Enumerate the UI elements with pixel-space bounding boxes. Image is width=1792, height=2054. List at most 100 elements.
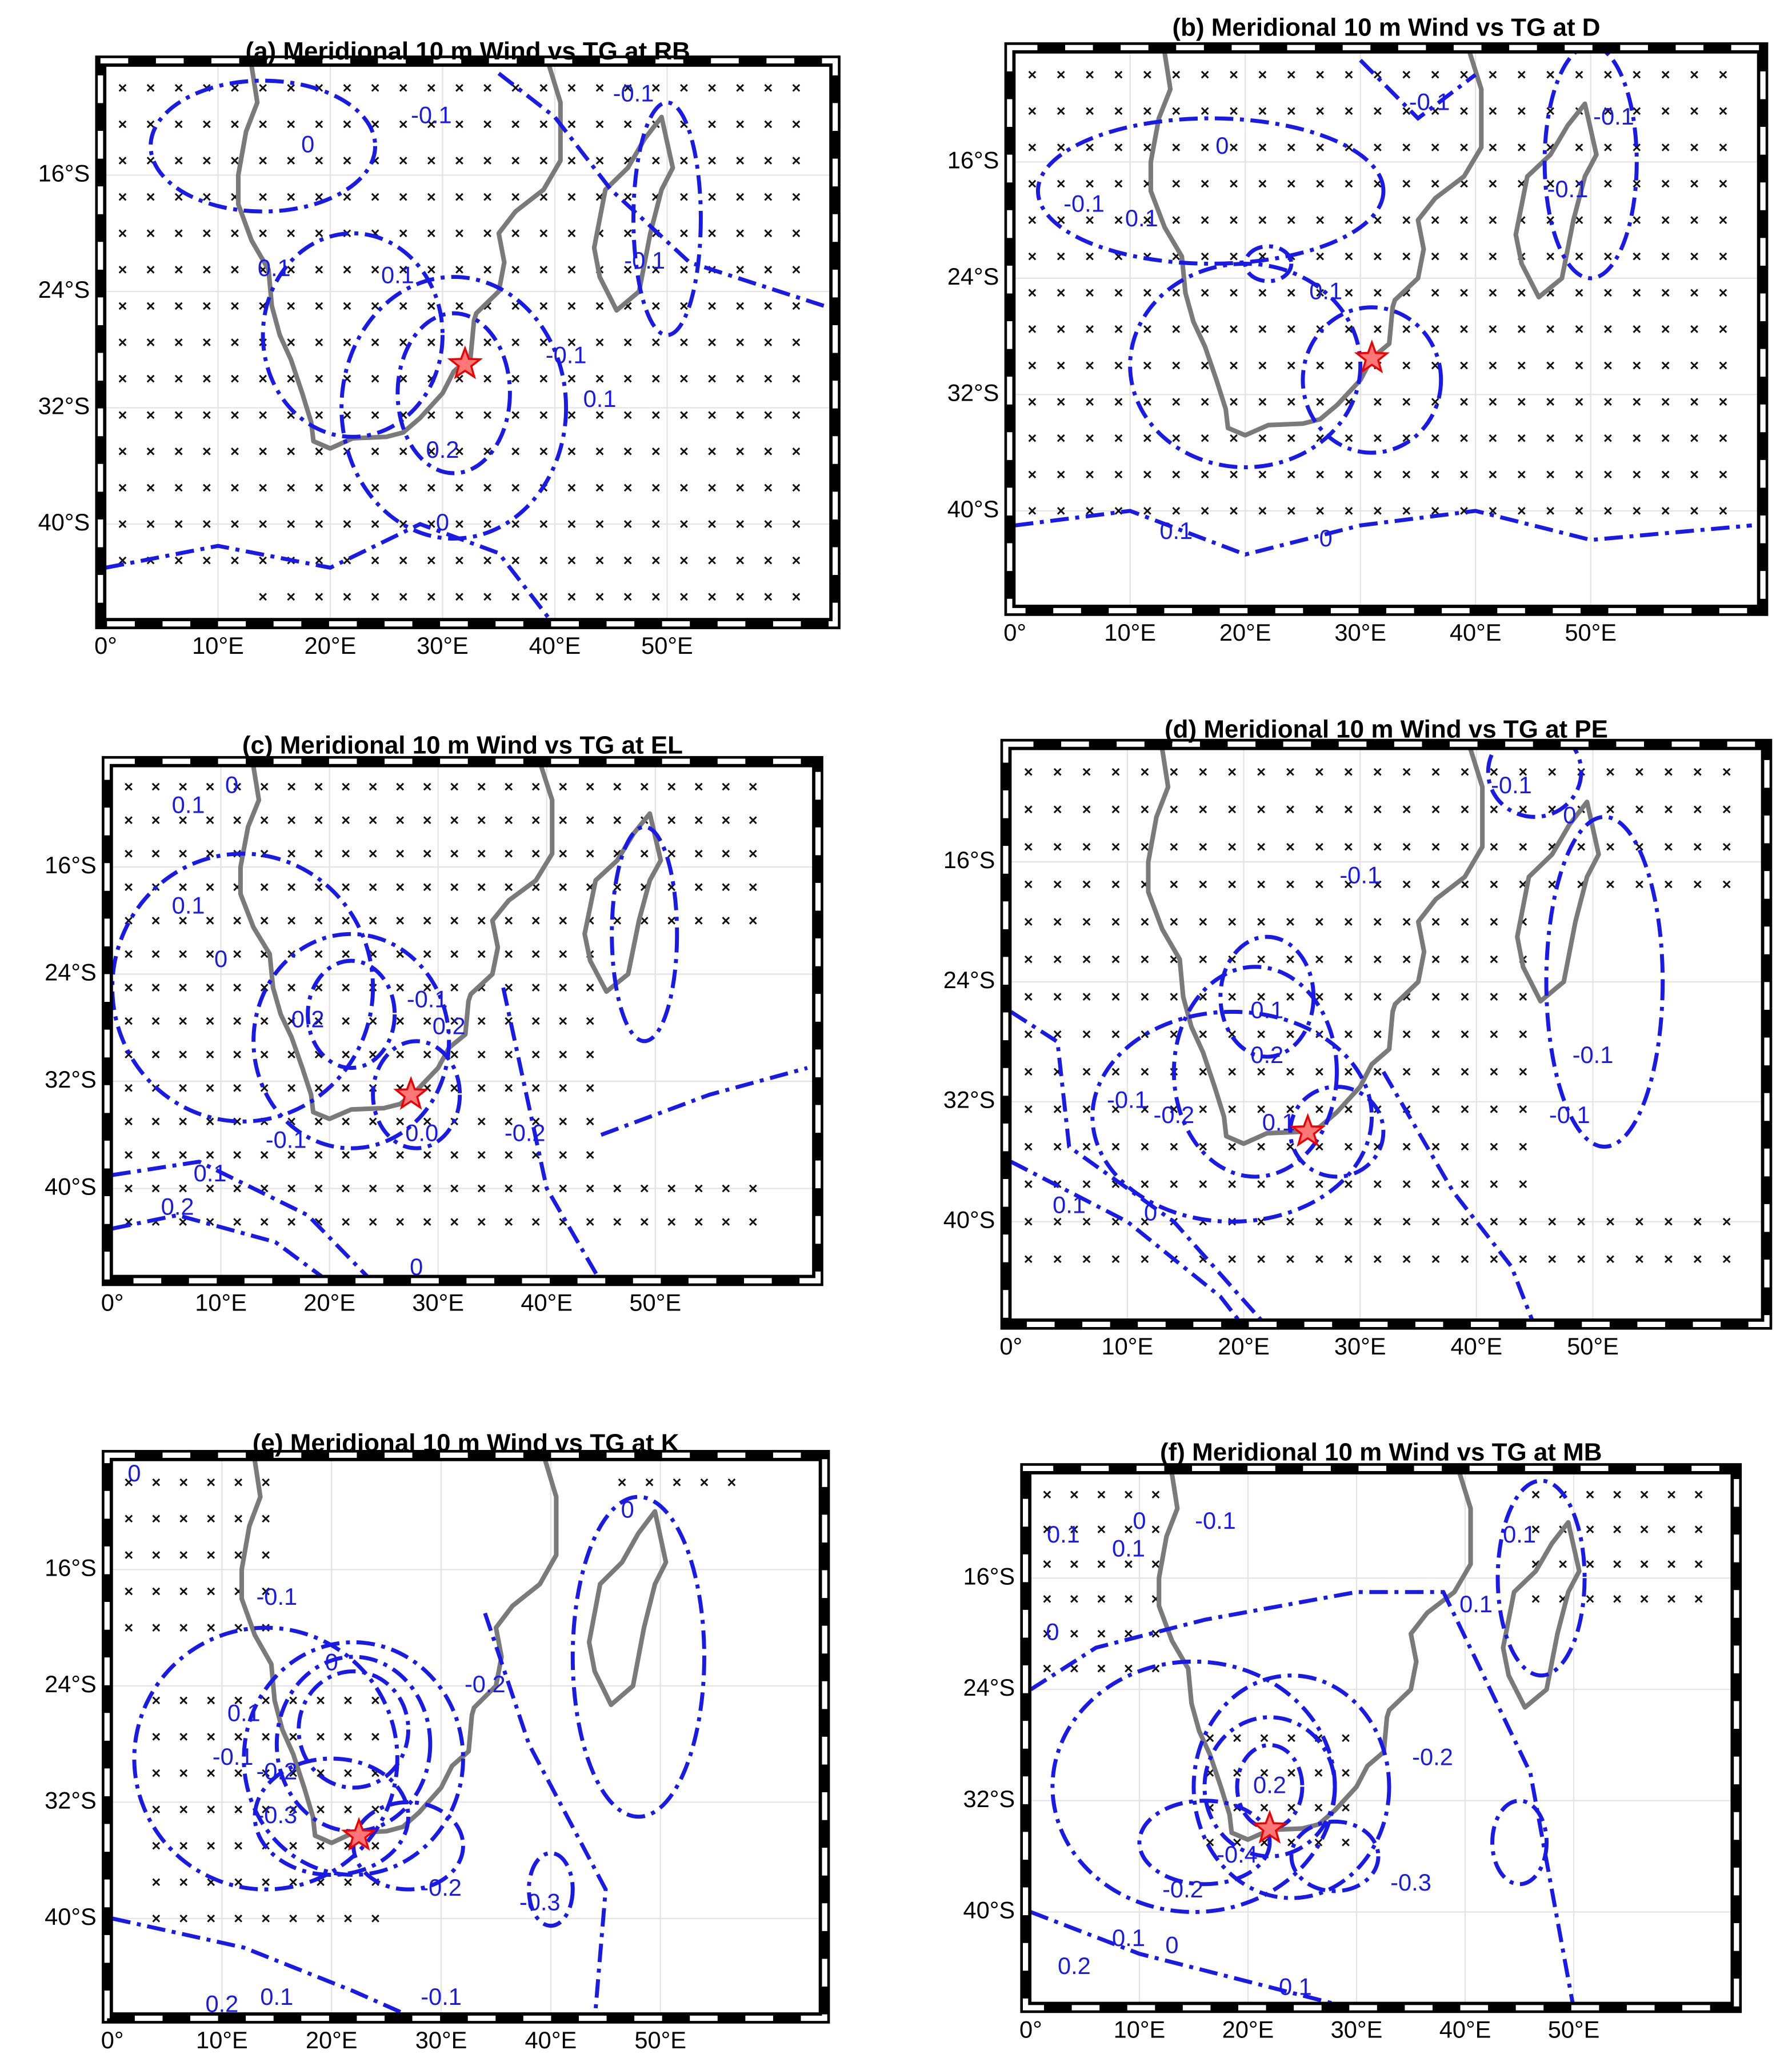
- station-star: [447, 345, 483, 379]
- contour-line: [1137, 1799, 1272, 1887]
- y-tick-label: 16°S: [45, 852, 97, 878]
- contour-label: 0: [1133, 1507, 1146, 1534]
- contour-line: [631, 100, 703, 337]
- contour-label: -0.2: [421, 1874, 462, 1901]
- contour-label: -0.1: [624, 247, 665, 274]
- contour-line: [1495, 1478, 1587, 1678]
- contour-label: 0.1: [1309, 277, 1342, 304]
- contour-label: 0: [410, 1253, 423, 1280]
- contour-line: [274, 1655, 433, 1833]
- x-tick-label: 20°E: [305, 632, 357, 659]
- contour-line: [1035, 116, 1386, 266]
- contour-label: -0.1: [613, 80, 654, 107]
- contour-label: -0.2: [1162, 1876, 1203, 1903]
- contour-label: 0.1: [1112, 1535, 1145, 1562]
- contour-label: 0.2: [426, 436, 459, 463]
- contour-label: 0: [325, 1649, 338, 1676]
- contour-label: 0.1: [1125, 205, 1158, 231]
- station-star: [1290, 1113, 1326, 1147]
- contour-line: [1191, 1673, 1391, 1900]
- x-tick-label: 40°E: [1450, 619, 1502, 646]
- map-background: [106, 66, 830, 619]
- contour-label: -0.1: [1107, 1086, 1148, 1113]
- map-background: [112, 1460, 819, 2013]
- contour-line: [1011, 1160, 1241, 1320]
- x-tick-label: 50°E: [641, 632, 693, 659]
- y-tick-label: 16°S: [943, 846, 995, 873]
- y-tick-label: 32°S: [45, 1787, 97, 1813]
- contour-label: 0.1: [172, 892, 205, 918]
- map-area: 0-0.100.1-0.1-0.2-0.3-0.2-0.2-0.30.2 0.1-…: [112, 1460, 819, 2013]
- contour-line: [1542, 53, 1639, 281]
- map-area: -0.1-0.100.10.2-0.1-0.2 0.1-0.1-0.10.1 0: [1011, 749, 1762, 1320]
- contour-line: [1289, 1819, 1381, 1893]
- x-tick-label: 30°E: [412, 1289, 464, 1316]
- contour-line: [483, 1612, 608, 2013]
- coastline: [1157, 1473, 1473, 1842]
- x-tick-label: 50°E: [629, 1289, 681, 1316]
- coastline: [239, 1460, 559, 1845]
- significance-markers: [1024, 768, 1731, 1264]
- coastline: [1148, 53, 1484, 438]
- map-panel: 0.100.100.2-0.10.20.0-0.1 -0.20.10.20(c) …: [45, 731, 823, 1316]
- y-tick-label: 32°S: [38, 393, 90, 419]
- x-tick-label: 10°E: [1114, 2016, 1166, 2043]
- frame-inner: [105, 65, 831, 620]
- contour-line: [570, 1494, 706, 1819]
- contour-line: [527, 1851, 575, 1928]
- contour-line: [1235, 1743, 1305, 1831]
- x-tick-label: 30°E: [1331, 2016, 1383, 2043]
- contour-label: 0: [301, 131, 314, 158]
- panel-title: (b) Meridional 10 m Wind vs TG at D: [1172, 14, 1600, 42]
- y-tick-label: 16°S: [38, 159, 90, 186]
- panel-title: (a) Meridional 10 m Wind vs TG at RB: [245, 37, 690, 65]
- station-star: [393, 1076, 429, 1110]
- y-tick-label: 32°S: [943, 1086, 995, 1113]
- x-tick-label: 30°E: [1334, 1333, 1386, 1360]
- contour-label: 0: [1046, 1619, 1059, 1645]
- map-background: [1011, 749, 1762, 1320]
- contour-label: -0.2: [256, 1758, 297, 1785]
- panel-title: (c) Meridional 10 m Wind vs TG at EL: [242, 731, 683, 759]
- contour-line: [610, 825, 679, 1044]
- contour-line: [112, 1213, 324, 1276]
- contour-line: [261, 231, 445, 439]
- y-tick-label: 24°S: [943, 966, 995, 993]
- coastline: [238, 766, 555, 1121]
- x-tick-label: 0°: [94, 632, 117, 659]
- contour-label: -0.1: [1549, 1101, 1590, 1128]
- contour-label: 0: [436, 509, 449, 536]
- map-area: -0.1 0 0.1 -0.1 -0.1 -0.1 0.1 0.1 0: [1015, 53, 1758, 606]
- contour-line: [112, 1160, 370, 1276]
- contour-line: [1359, 58, 1477, 121]
- contour-line: [1486, 749, 1583, 819]
- contour-line: [1288, 1085, 1386, 1179]
- frame-pattern: [1023, 1465, 1739, 2011]
- contour-label: -0.1: [411, 102, 452, 129]
- significance-markers: [118, 83, 801, 601]
- y-tick-label: 32°S: [45, 1066, 97, 1093]
- contour-label: 0.0: [405, 1120, 438, 1146]
- y-tick-label: 40°S: [947, 495, 999, 522]
- contour-line: [1171, 965, 1339, 1179]
- frame-inner: [111, 766, 814, 1276]
- contour-label: 0.1: [1459, 1591, 1493, 1617]
- contour-line: [242, 1640, 465, 1877]
- map-panel: -0.1 0 0.1 -0.1 -0.1 -0.1 0.1 0.1 0 (b) Meridiona…: [947, 14, 1769, 646]
- contour-line: [497, 71, 825, 308]
- x-tick-label: 10°E: [196, 2027, 248, 2053]
- contour-line: [371, 1039, 462, 1150]
- contour-label: 0.2: [433, 1012, 466, 1039]
- frame-pattern: [98, 58, 838, 627]
- contour-line: [1050, 1659, 1337, 1914]
- coastline: [582, 811, 663, 994]
- y-tick-label: 24°S: [45, 1671, 97, 1697]
- contour-line: [1381, 1070, 1534, 1320]
- contour-label: 0.1: [1112, 1924, 1145, 1951]
- x-tick-label: 40°E: [521, 1289, 573, 1316]
- x-tick-label: 50°E: [1565, 619, 1617, 646]
- x-tick-label: 40°E: [1439, 2016, 1491, 2043]
- contour-line: [1011, 1010, 1263, 1320]
- frame-pattern: [104, 1452, 827, 2021]
- contour-label: 0.1: [1262, 1109, 1295, 1136]
